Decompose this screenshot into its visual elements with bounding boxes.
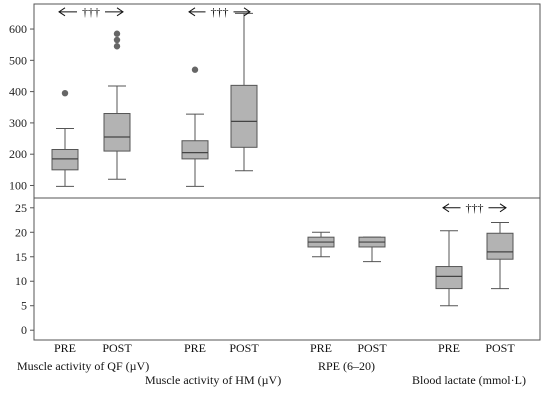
annotation-arrowhead-left bbox=[58, 7, 66, 17]
outlier-point bbox=[113, 36, 121, 44]
outlier-point bbox=[113, 43, 121, 50]
x-tick-label: POST bbox=[229, 341, 259, 355]
annotation-arrowhead-left bbox=[188, 7, 196, 17]
group-label: RPE (6–20) bbox=[318, 359, 375, 373]
y-tick-label: 300 bbox=[9, 116, 27, 130]
x-tick-label: PRE bbox=[184, 341, 206, 355]
annotation-label: ††† bbox=[466, 201, 484, 215]
y-tick-label: 600 bbox=[9, 22, 27, 36]
outlier-point bbox=[61, 89, 69, 97]
x-tick-label: PRE bbox=[310, 341, 332, 355]
box-iqr bbox=[230, 84, 258, 148]
y-tick-label: 25 bbox=[15, 201, 27, 215]
group-label: Blood lactate (mmol·L) bbox=[412, 373, 526, 387]
annotation-label: ††† bbox=[82, 5, 100, 19]
x-tick-label: PRE bbox=[54, 341, 76, 355]
y-tick-label: 100 bbox=[9, 178, 27, 192]
y-tick-label: 5 bbox=[21, 299, 27, 313]
box-iqr bbox=[181, 140, 209, 160]
outlier-point bbox=[191, 66, 199, 73]
y-tick-label: 200 bbox=[9, 147, 27, 161]
annotation-arrowhead-right bbox=[116, 7, 124, 17]
box-iqr bbox=[486, 232, 514, 260]
y-tick-label: 0 bbox=[21, 323, 27, 337]
y-tick-label: 15 bbox=[15, 250, 27, 264]
x-tick-label: POST bbox=[485, 341, 515, 355]
plot-frame bbox=[33, 3, 541, 341]
x-tick-label: POST bbox=[102, 341, 132, 355]
box-iqr bbox=[103, 113, 131, 152]
box-iqr bbox=[51, 149, 79, 171]
outlier-point bbox=[113, 30, 121, 37]
annotation-arrowhead-left bbox=[442, 203, 450, 213]
annotation-arrowhead-right bbox=[243, 7, 251, 17]
group-label: Muscle activity of HM (µV) bbox=[145, 373, 281, 387]
group-label: Muscle activity of QF (µV) bbox=[17, 359, 149, 373]
x-tick-label: PRE bbox=[438, 341, 460, 355]
y-tick-label: 400 bbox=[9, 85, 27, 99]
annotation-arrowhead-right bbox=[499, 203, 507, 213]
y-tick-label: 500 bbox=[9, 53, 27, 67]
y-tick-label: 20 bbox=[15, 225, 27, 239]
y-tick-label: 10 bbox=[15, 274, 27, 288]
x-tick-label: POST bbox=[357, 341, 387, 355]
annotation-label: ††† bbox=[211, 5, 229, 19]
box-iqr bbox=[435, 266, 463, 290]
